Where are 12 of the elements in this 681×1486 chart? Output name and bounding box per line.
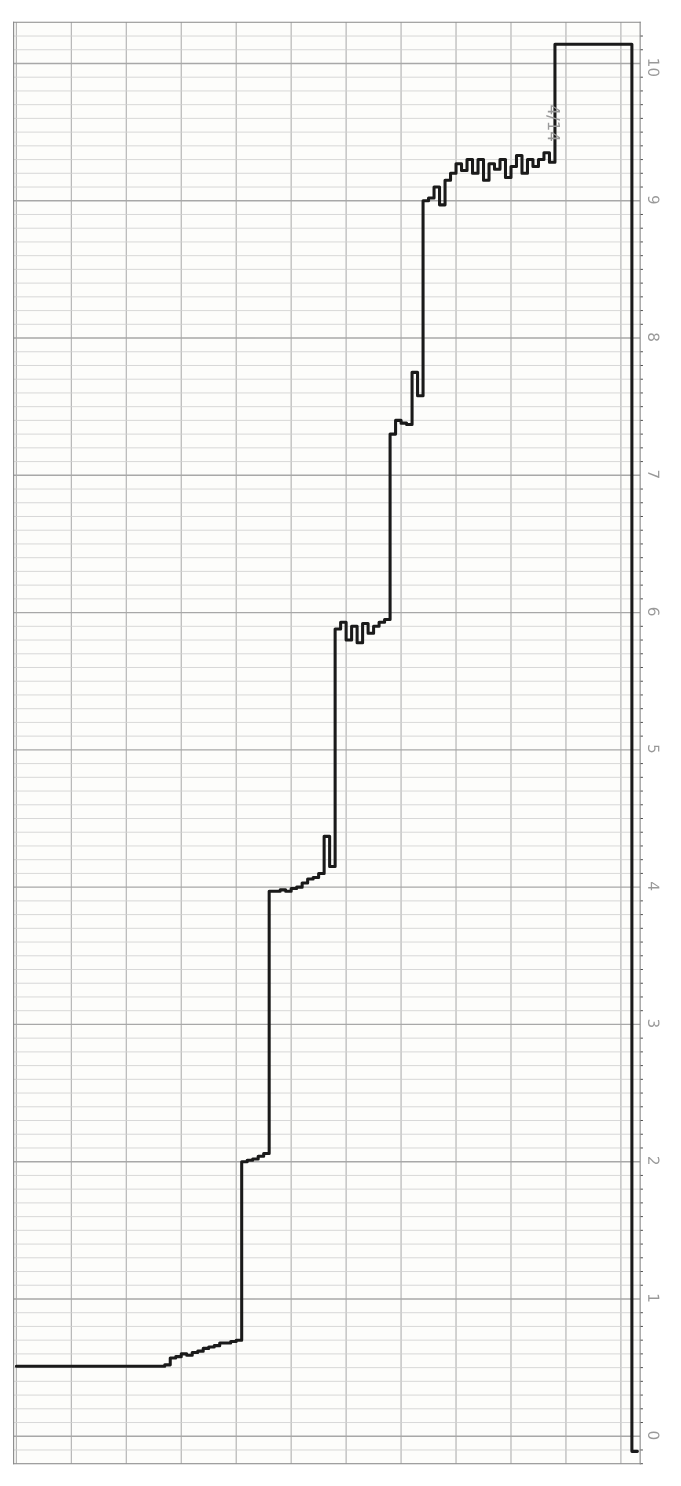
y-tick-label: 1 [648,1294,660,1302]
y-tick-label: 2 [648,1157,660,1165]
annotation: 4/14 [546,105,560,141]
y-tick-label: 4 [648,882,660,891]
y-tick-label: 7 [648,470,660,478]
y-tick-label: 6 [647,607,660,616]
y-tick-label: 10 [647,59,660,77]
y-tick-label: 3 [647,1019,660,1028]
y-tick-label: 0 [647,1431,660,1440]
y-tick-label: 5 [647,745,660,753]
y-tick-label: 9 [647,195,660,204]
y-tick-label: 8 [647,333,660,341]
